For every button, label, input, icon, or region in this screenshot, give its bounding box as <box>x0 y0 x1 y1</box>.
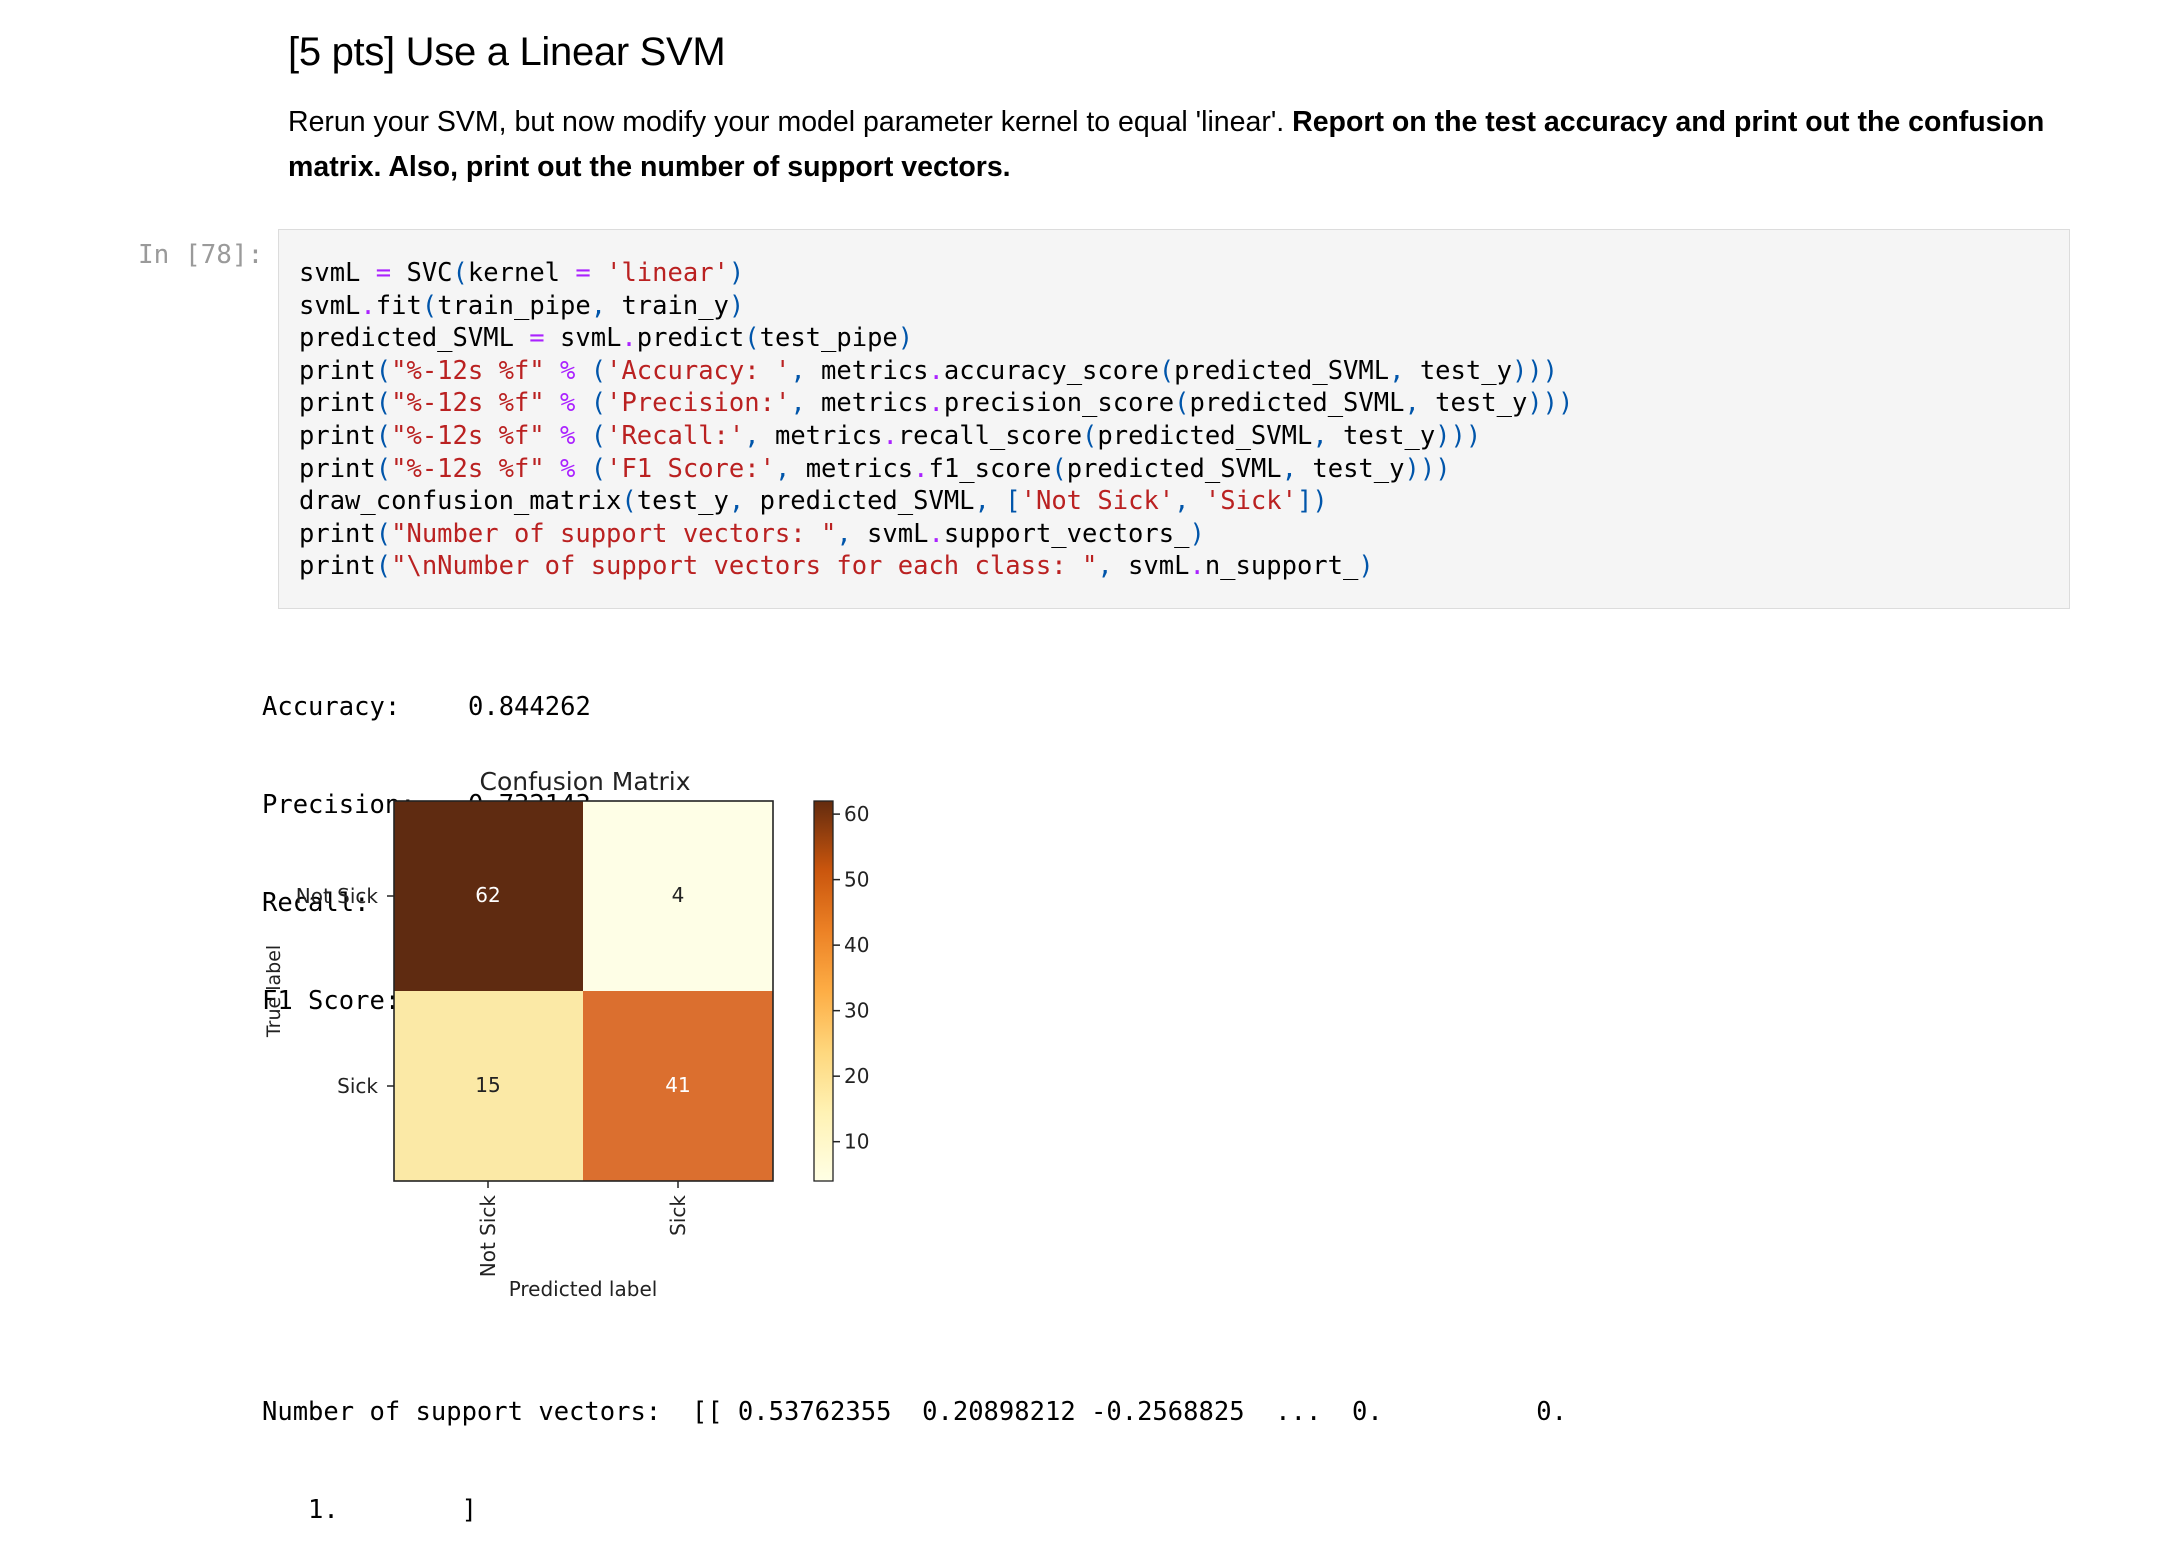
colorbar-ticks: 10 20 30 40 50 60 <box>833 802 869 1154</box>
metric-label: Recall: <box>262 887 370 918</box>
code-line: svmL = SVC(kernel = 'linear') <box>299 258 745 288</box>
cell-sick-not-sick <box>394 991 583 1181</box>
x-tick-label: Not Sick <box>476 1195 500 1278</box>
code-line: draw_confusion_matrix(test_y, predicted_… <box>299 486 1328 517</box>
cell-value: 41 <box>665 1073 690 1097</box>
section-heading: [5 pts] Use a Linear SVM <box>288 30 726 74</box>
metric-row: Accuracy: 0.844262 <box>262 691 591 724</box>
cell-prompt: In [78]: <box>138 240 264 270</box>
cell-sick-sick <box>583 991 773 1181</box>
code-line: print("%-12s %f" % ('Recall:', metrics.r… <box>299 420 1482 451</box>
x-axis-label: Predicted label <box>509 1277 658 1301</box>
cell-value: 15 <box>475 1073 500 1097</box>
code-line: svmL.fit(train_pipe, train_y) <box>299 290 745 321</box>
cell-not-sick-not-sick <box>394 801 583 991</box>
colorbar-tick-label: 20 <box>844 1064 869 1088</box>
metric-label: Accuracy: <box>262 692 401 723</box>
code-line: predicted_SVML = svmL.predict(test_pipe) <box>299 323 914 354</box>
instructions-bold: Report on the test accuracy and print ou… <box>288 106 2045 183</box>
code-source[interactable]: svmL = SVC(kernel = 'linear') svmL.fit(t… <box>299 257 1573 583</box>
sv-line: 1. ] <box>262 1494 477 1525</box>
code-cell-editor[interactable]: svmL = SVC(kernel = 'linear') svmL.fit(t… <box>278 229 2070 609</box>
plot-frame <box>393 800 774 1182</box>
cell-value: 4 <box>672 883 685 907</box>
y-axis-label: True label <box>263 945 285 1038</box>
code-line: print("%-12s %f" % ('Precision:', metric… <box>299 388 1574 419</box>
metric-value: 0.844262 <box>468 692 591 723</box>
support-vectors-output: Number of support vectors: [[ 0.53762355… <box>262 1331 1567 1559</box>
y-tick-label: Not Sick <box>296 884 379 908</box>
colorbar-tick-label: 50 <box>844 868 869 892</box>
colorbar-tick-label: 40 <box>844 933 869 957</box>
chart-title: Confusion Matrix <box>479 767 690 796</box>
cell-not-sick-sick <box>583 801 773 991</box>
y-tick-label: Sick <box>337 1074 378 1098</box>
instructions-paragraph: Rerun your SVM, but now modify your mode… <box>288 100 2068 190</box>
cell-value: 62 <box>475 883 500 907</box>
colorbar-tick-label: 10 <box>844 1130 869 1154</box>
colorbar-tick-label: 60 <box>844 802 869 826</box>
code-line: print("\nNumber of support vectors for e… <box>299 551 1374 582</box>
metric-label: Precision: <box>262 789 416 820</box>
metric-label: F1 Score: <box>262 985 401 1016</box>
sv-line: Number of support vectors: [[ 0.53762355… <box>262 1397 1567 1428</box>
code-line: print("Number of support vectors: ", svm… <box>299 518 1205 549</box>
instructions-normal: Rerun your SVM, but now modify your mode… <box>288 106 1293 138</box>
colorbar <box>813 800 834 1182</box>
code-line: print("%-12s %f" % ('F1 Score:', metrics… <box>299 453 1451 484</box>
colorbar-tick-label: 30 <box>844 999 869 1023</box>
x-tick-label: Sick <box>666 1195 690 1236</box>
code-line: print("%-12s %f" % ('Accuracy: ', metric… <box>299 355 1558 386</box>
confusion-matrix-chart: Confusion Matrix 62 4 15 41 Not Sick Sic… <box>263 767 869 1301</box>
